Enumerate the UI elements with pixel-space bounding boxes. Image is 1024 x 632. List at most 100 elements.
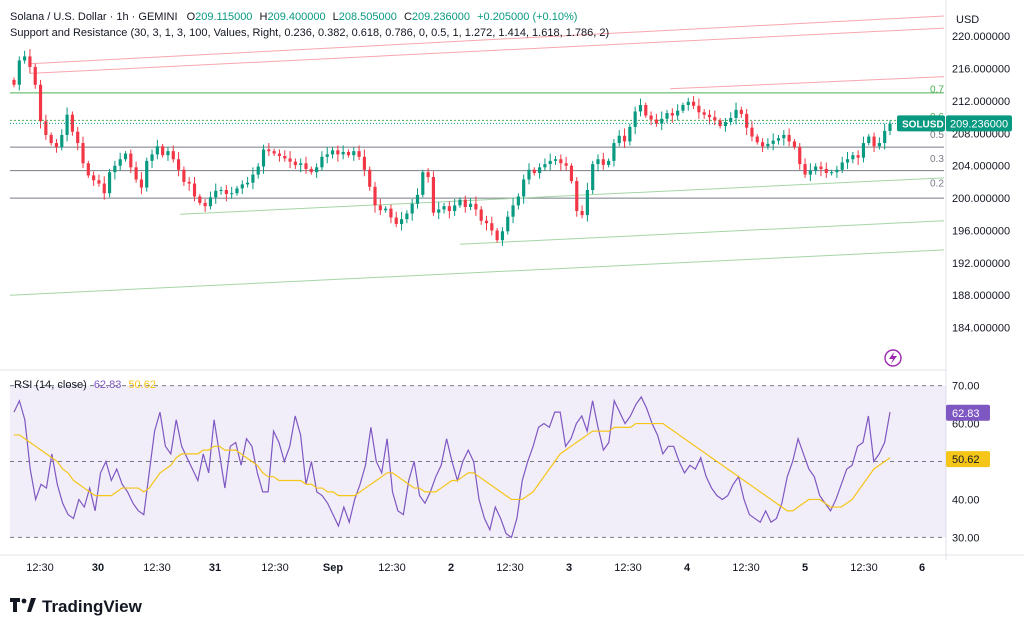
candle-body [814, 166, 818, 171]
open-value: 209.115000 [195, 11, 253, 23]
candle-body [591, 164, 595, 190]
candle-body [161, 146, 165, 156]
candle-body [872, 136, 876, 147]
candle-body [580, 211, 584, 216]
time-tick-label: 12:30 [143, 562, 171, 574]
trend-line-resistance [669, 76, 945, 90]
candle-body [187, 181, 191, 184]
price-tick-label: 184.000000 [952, 323, 1010, 335]
candle-body [532, 169, 536, 173]
candle-body [702, 112, 706, 115]
candle-body [415, 194, 420, 204]
time-tick-label: 30 [92, 562, 104, 574]
candle-body [230, 193, 234, 195]
sr-level-label: 0.5 [930, 130, 944, 141]
time-tick-label: 12:30 [496, 562, 524, 574]
candle-body [54, 143, 59, 148]
price-tick-label: 204.000000 [952, 161, 1010, 173]
symbol-tag: SOLUSD [902, 119, 944, 130]
rsi-ma-tag-bg [946, 451, 990, 468]
indicator-legend[interactable]: Support and Resistance (30, 3, 1, 3, 100… [10, 27, 609, 39]
candle-body [102, 183, 106, 194]
candle-body [665, 113, 669, 119]
time-tick-label: 3 [566, 562, 572, 574]
candle-body [437, 209, 441, 213]
candle-body [745, 113, 749, 128]
candle-body [293, 161, 297, 165]
candle-body [856, 155, 860, 158]
candle-body [819, 166, 823, 169]
high-value: 209.400000 [267, 11, 326, 23]
candle-body [368, 169, 372, 187]
candle-body [107, 172, 112, 194]
candle-body [468, 203, 473, 207]
time-tick-label: 12:30 [261, 562, 289, 574]
candle-body [484, 220, 489, 224]
rsi-legend[interactable]: RSI (14, close) 62.83 50.62 [14, 379, 156, 391]
candle-body [845, 159, 850, 163]
candle-body [755, 136, 759, 143]
candle-body [315, 167, 319, 173]
rsi-legend-value: 62.83 [93, 379, 122, 391]
candle-body [548, 160, 552, 165]
candle-body [628, 126, 632, 142]
candle-body [166, 151, 170, 156]
candle-body [299, 163, 303, 165]
open-label: O [186, 11, 196, 23]
trend-line-upper [29, 27, 945, 74]
price-tick-label: 192.000000 [952, 258, 1010, 270]
close-value: 209.236000 [411, 11, 471, 23]
symbol-title: Solana / U.S. Dollar · 1h · GEMINI [10, 11, 178, 23]
candle-body [569, 165, 574, 182]
time-tick-label: 12:30 [378, 562, 406, 574]
rsi-ma-tag: 50.62 [952, 454, 980, 466]
candle-body [543, 164, 547, 168]
tradingview-logo-icon [10, 596, 36, 617]
candle-body [649, 115, 653, 120]
rsi-value-tag-bg [946, 404, 990, 421]
candle-body [134, 167, 138, 180]
candle-body [129, 153, 133, 168]
time-tick-label: 12:30 [614, 562, 642, 574]
rsi-ma-legend-value: 50.62 [128, 379, 156, 391]
symbol-legend: Solana / U.S. Dollar · 1h · GEMINI O209.… [10, 11, 577, 23]
sr-level-label: 0.7 [930, 84, 944, 95]
rsi-legend-label: RSI (14, close) [14, 379, 87, 391]
candle-body [527, 169, 531, 180]
candle-body [691, 101, 696, 106]
time-tick-label: 2 [448, 562, 454, 574]
candle-body [256, 166, 260, 175]
candle-body [309, 168, 313, 173]
candle-body [384, 208, 388, 211]
symbol-tag-bg [897, 115, 945, 132]
candle-body [267, 149, 271, 152]
candle-body [240, 184, 244, 189]
candle-body [750, 127, 754, 137]
candle-body [861, 143, 866, 158]
rsi-line [13, 395, 891, 539]
price-tick-label: 212.000000 [952, 96, 1010, 108]
candle-body [442, 206, 446, 210]
candle-body [357, 151, 361, 157]
candle-body [553, 159, 558, 161]
candle-body [867, 136, 871, 144]
trend-line-upper [29, 15, 945, 65]
time-tick-label: 31 [209, 562, 221, 574]
tradingview-footer[interactable]: TradingView [10, 596, 142, 617]
candle-body [76, 131, 80, 144]
candle-body [538, 167, 542, 173]
price-tick-label: 188.000000 [952, 290, 1010, 302]
candle-body [336, 150, 340, 155]
candle-body [835, 169, 839, 173]
candle-body [596, 159, 600, 165]
candle-body [888, 123, 892, 131]
candle-body [792, 141, 797, 148]
candle-body [713, 117, 717, 121]
candle-body [500, 231, 505, 241]
candle-body [511, 205, 515, 217]
candle-body [235, 188, 239, 194]
candle-body [171, 151, 175, 160]
change-value: +0.205000 (+0.10%) [477, 11, 578, 23]
candle-body [463, 199, 467, 207]
